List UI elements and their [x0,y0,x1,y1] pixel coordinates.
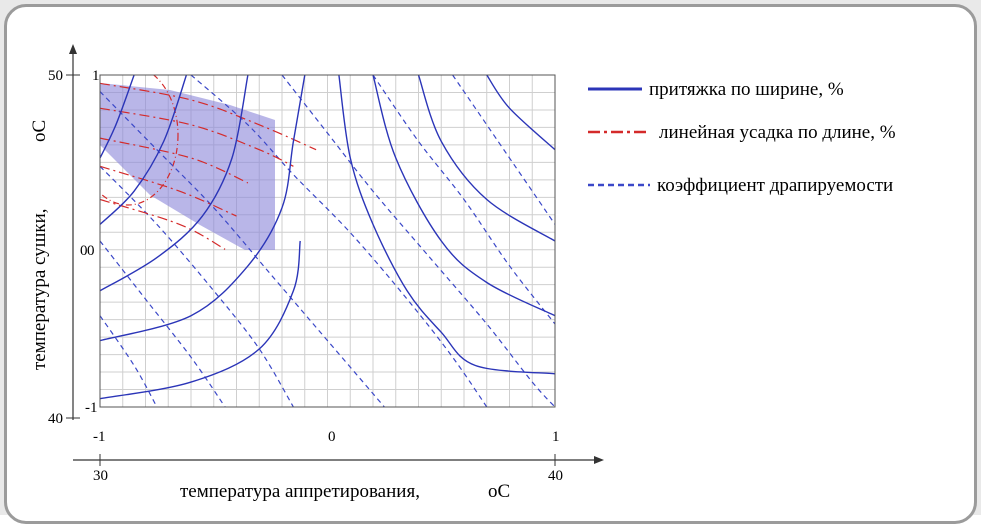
series-dashed-curve-6 [100,240,226,407]
series-solid-curve-0 [100,240,301,400]
x-axis-arrow [594,456,604,464]
coded-x-tick-right: 1 [552,429,560,445]
x-axis-title: температура аппретирования, [180,481,420,502]
series-dash-dot-curve-0 [100,82,317,151]
y-axis-unit: oC [29,120,50,142]
plot-frame [99,74,556,408]
natural-x-tick-40: 40 [548,468,563,484]
natural-y-tick-50: 50 [48,68,63,84]
natural-y-tick-0: 0 [80,243,88,259]
series-dashed-curve-5 [100,165,294,407]
series-dashed-curve-1 [281,75,555,407]
legend-label-1: притяжка по ширине, % [649,79,844,100]
natural-x-tick-30: 30 [93,468,108,484]
legend-label-3: коэффициент драпируемости [657,175,893,196]
series-dashed-curve-7 [100,315,158,407]
series-solid-curve-3 [100,75,188,225]
y-axis-title: температура сушки, [29,209,50,371]
legend: притяжка по ширине, % линейная усадка по… [588,79,896,196]
series-solid-curve-1 [100,75,306,342]
series-dash-dot-curve-3 [100,165,237,217]
series-dash-dot-curve-4 [100,198,226,250]
coded-y-tick-bottom: -1 [85,400,98,416]
coded-y-tick-top: 1 [92,68,100,84]
legend-label-2: линейная усадка по длине, % [659,122,896,143]
series-solid-curve-6 [372,75,555,317]
series-layer [100,75,555,407]
coded-x-tick-left: -1 [93,429,106,445]
series-solid-curve-4 [100,75,135,159]
series-dashed-curve-3 [452,75,555,225]
series-dashed-curve-2 [372,75,555,325]
series-solid-curve-2 [100,75,249,292]
x-axis-unit: oC [488,481,510,502]
optimal-region [100,83,275,250]
series-dashed-curve-4 [100,91,385,407]
y-axis-arrow [69,44,77,54]
series-dash-dot-curve-2 [100,137,249,184]
series-solid-curve-7 [417,75,555,242]
red-boundary-circle [100,75,179,206]
series-dashed-curve-0 [190,75,488,407]
series-dash-dot-curve-1 [100,107,294,167]
series-solid-curve-5 [338,75,555,375]
natural-y-tick-40: 40 [48,411,63,427]
series-solid-curve-8 [486,75,555,151]
coded-y-tick-mid: 0 [87,243,95,259]
coded-x-tick-mid: 0 [328,429,336,445]
